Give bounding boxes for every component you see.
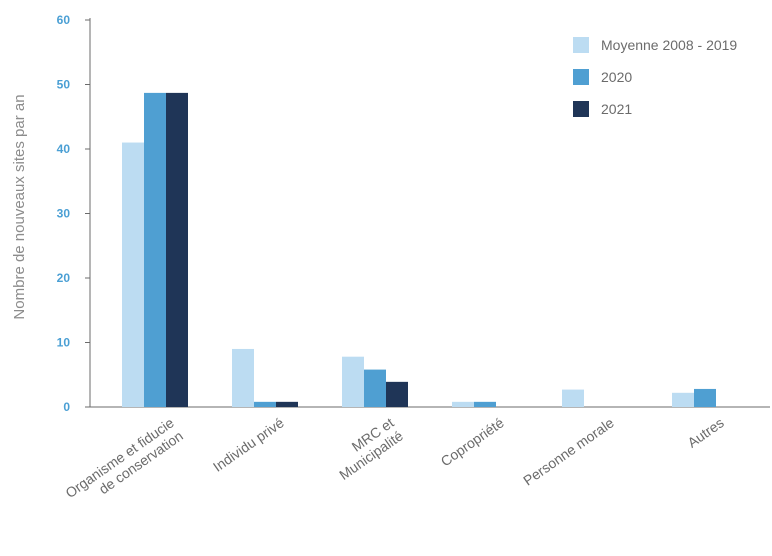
bar [562,389,584,407]
x-tick-label-line: Copropriété [438,414,507,469]
y-tick-label: 0 [63,400,70,414]
legend-label: Moyenne 2008 - 2019 [601,37,737,53]
bar [672,392,694,407]
y-tick-label: 20 [57,271,71,285]
bar [694,388,716,407]
x-tick-label-line: Individu privé [210,414,287,475]
bar [166,92,188,407]
y-tick-label: 40 [57,142,71,156]
legend-swatch [573,69,589,85]
bar [386,381,408,407]
legend-swatch [573,101,589,117]
bar [364,369,386,407]
x-tick-label: Individu privé [210,414,287,475]
bar [276,401,298,407]
y-axis: 0 10 20 30 40 50 60 [57,13,91,414]
bar [254,401,276,407]
x-tick-label-line: Autres [684,414,726,450]
bar [144,92,166,407]
legend-swatch [573,37,589,53]
bar [342,356,364,407]
x-tick-label: Personne morale [520,414,617,488]
bar [474,401,496,407]
bar [122,142,144,408]
x-tick-label: Organisme et fiduciede conservation [62,414,186,514]
y-tick-label: 50 [57,78,71,92]
y-tick-label: 60 [57,13,71,27]
bar [452,401,474,407]
bar [232,348,254,407]
y-tick-label: 10 [57,336,71,350]
bars [122,92,716,408]
y-axis-label: Nombre de nouveaux sites par an [11,94,28,319]
x-tick-label: Copropriété [438,414,507,469]
x-tick-label: MRC etMunicipalité [327,414,406,483]
x-tick-label: Autres [684,414,726,450]
y-tick-label: 30 [57,207,71,221]
legend: Moyenne 2008 - 2019 2020 2021 [573,37,737,117]
x-tick-label-line: Personne morale [520,414,617,488]
legend-label: 2020 [601,69,632,85]
x-tick-labels: Organisme et fiduciede conservation Indiv… [62,414,726,514]
legend-label: 2021 [601,101,632,117]
